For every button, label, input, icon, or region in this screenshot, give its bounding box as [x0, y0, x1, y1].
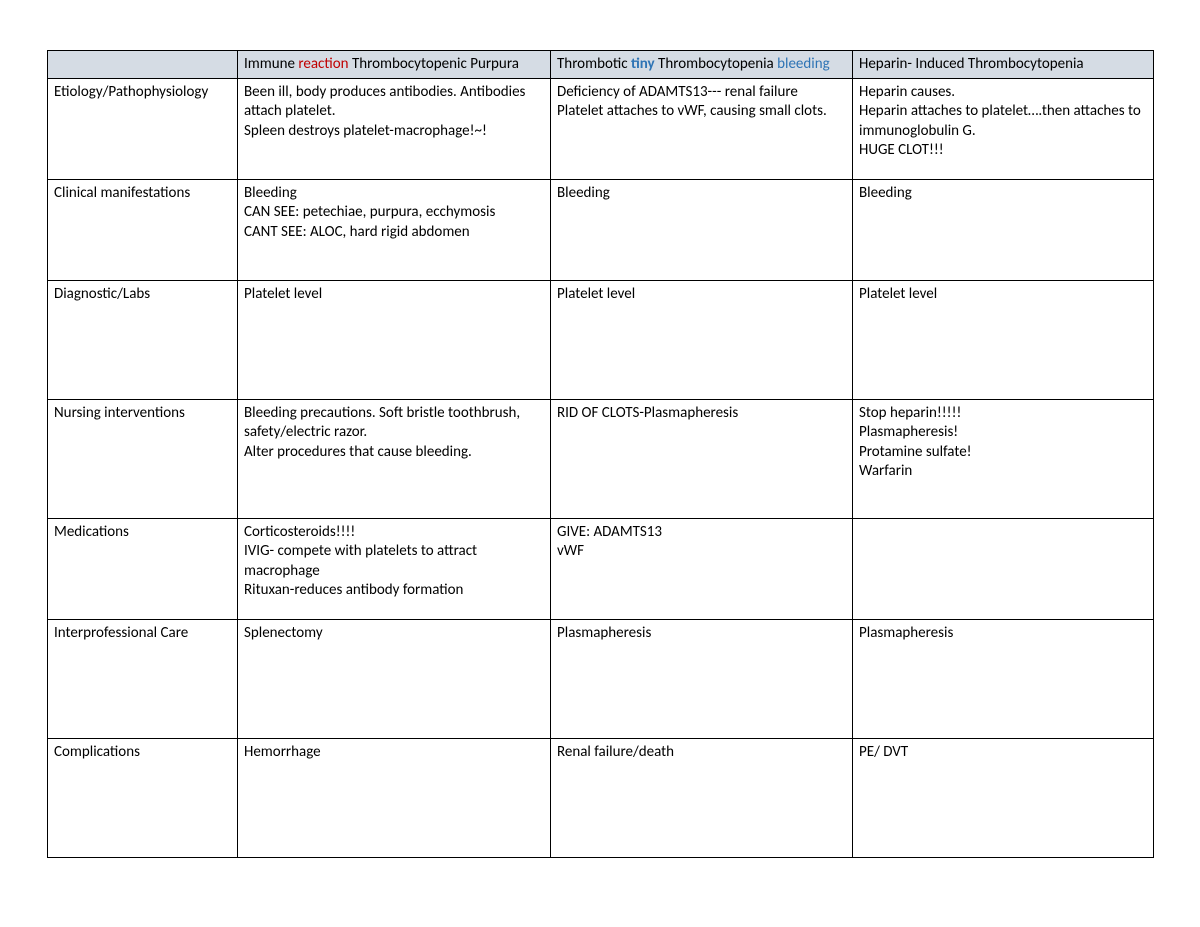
cell-clinical-hit: Bleeding	[853, 180, 1154, 281]
cell-etiology-itp: Been ill, body produces antibodies. Anti…	[238, 79, 551, 180]
cell-clinical-itp: BleedingCAN SEE: petechiae, purpura, ecc…	[238, 180, 551, 281]
cell-medications-itp: Corticosteroids!!!!IVIG- compete with pl…	[238, 519, 551, 620]
cell-clinical-ttp: Bleeding	[551, 180, 853, 281]
header-hit: Heparin- Induced Thrombocytopenia	[853, 51, 1154, 79]
row-medications: Medications Corticosteroids!!!!IVIG- com…	[48, 519, 1154, 620]
cell-interprofessional-ttp: Plasmapheresis	[551, 620, 853, 739]
row-label: Clinical manifestations	[48, 180, 238, 281]
cell-interprofessional-hit: Plasmapheresis	[853, 620, 1154, 739]
cell-medications-hit	[853, 519, 1154, 620]
cell-diagnostic-ttp: Platelet level	[551, 281, 853, 400]
cell-etiology-hit: Heparin causes.Heparin attaches to plate…	[853, 79, 1154, 180]
cell-diagnostic-hit: Platelet level	[853, 281, 1154, 400]
header-itp-pre: Immune	[244, 55, 298, 73]
row-label: Medications	[48, 519, 238, 620]
row-clinical: Clinical manifestations BleedingCAN SEE:…	[48, 180, 1154, 281]
cell-diagnostic-itp: Platelet level	[238, 281, 551, 400]
row-label: Complications	[48, 739, 238, 858]
cell-nursing-hit: Stop heparin!!!!!Plasmapheresis!Protamin…	[853, 400, 1154, 519]
row-label: Diagnostic/Labs	[48, 281, 238, 400]
cell-nursing-ttp: RID OF CLOTS-Plasmapheresis	[551, 400, 853, 519]
header-ttp-post1: Thrombocytopenia	[655, 55, 778, 73]
row-label: Nursing interventions	[48, 400, 238, 519]
header-itp-accent: reaction	[298, 55, 348, 73]
row-label: Etiology/Pathophysiology	[48, 79, 238, 180]
header-ttp-pre: Thrombotic	[557, 55, 631, 73]
row-nursing: Nursing interventions Bleeding precautio…	[48, 400, 1154, 519]
row-complications: Complications Hemorrhage Renal failure/d…	[48, 739, 1154, 858]
document-page: Immune reaction Thrombocytopenic Purpura…	[0, 0, 1200, 898]
cell-interprofessional-itp: Splenectomy	[238, 620, 551, 739]
header-hit-text: Heparin- Induced Thrombocytopenia	[859, 55, 1084, 73]
header-ttp-post2: bleeding	[777, 55, 830, 73]
cell-medications-ttp: GIVE: ADAMTS13vWF	[551, 519, 853, 620]
comparison-table: Immune reaction Thrombocytopenic Purpura…	[47, 50, 1154, 858]
header-ttp-accent: tiny	[631, 55, 655, 73]
cell-complications-itp: Hemorrhage	[238, 739, 551, 858]
header-ttp: Thrombotic tiny Thrombocytopenia bleedin…	[551, 51, 853, 79]
row-label: Interprofessional Care	[48, 620, 238, 739]
cell-etiology-ttp: Deficiency of ADAMTS13--- renal failureP…	[551, 79, 853, 180]
table-header-row: Immune reaction Thrombocytopenic Purpura…	[48, 51, 1154, 79]
header-blank	[48, 51, 238, 79]
cell-complications-ttp: Renal failure/death	[551, 739, 853, 858]
header-itp-post: Thrombocytopenic Purpura	[349, 55, 519, 73]
row-interprofessional: Interprofessional Care Splenectomy Plasm…	[48, 620, 1154, 739]
cell-nursing-itp: Bleeding precautions. Soft bristle tooth…	[238, 400, 551, 519]
cell-complications-hit: PE/ DVT	[853, 739, 1154, 858]
header-itp: Immune reaction Thrombocytopenic Purpura	[238, 51, 551, 79]
row-diagnostic: Diagnostic/Labs Platelet level Platelet …	[48, 281, 1154, 400]
row-etiology: Etiology/Pathophysiology Been ill, body …	[48, 79, 1154, 180]
